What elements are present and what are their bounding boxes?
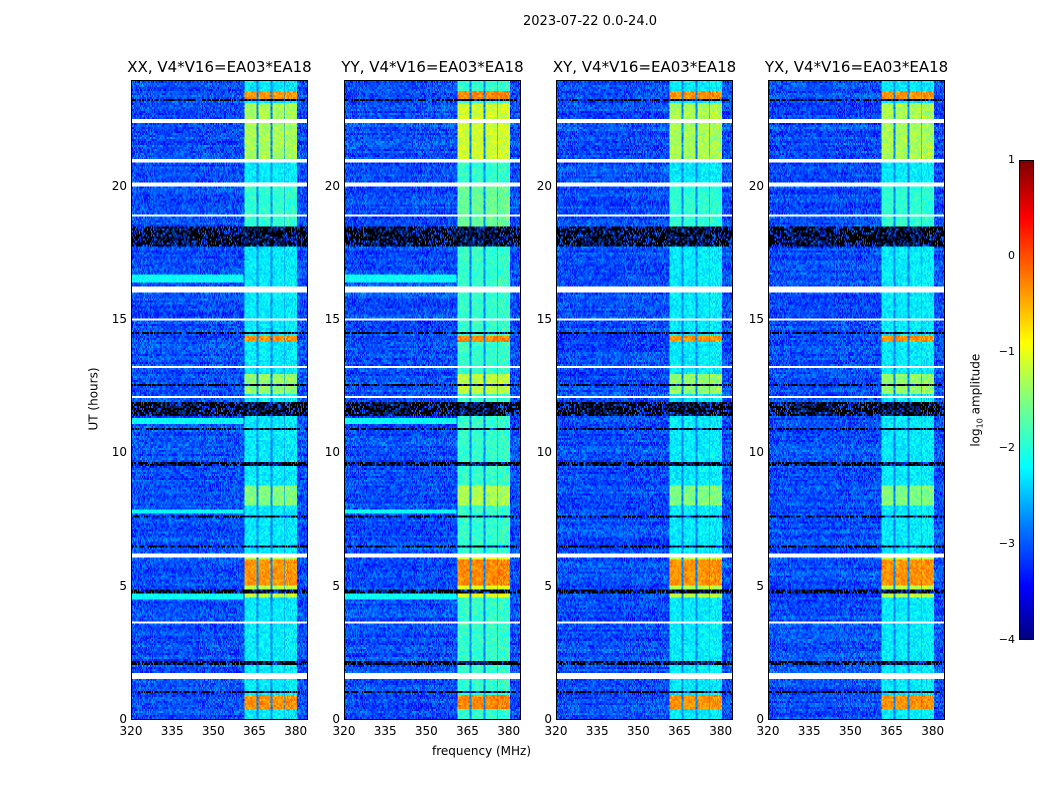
heatmap-panel xyxy=(344,80,521,720)
x-tick-label: 350 xyxy=(626,724,650,738)
y-tick-label: 20 xyxy=(324,178,340,193)
colorbar-tick-label: −1 xyxy=(998,345,1015,358)
y-tick-label: 0 xyxy=(756,712,764,726)
y-tick-label: 15 xyxy=(748,312,764,326)
x-tick-label: 380 xyxy=(497,724,521,738)
panel-title: YX, V4*V16=EA03*EA18 xyxy=(764,58,949,76)
heatmap-image xyxy=(132,81,307,719)
colorbar-tick-label: −3 xyxy=(998,537,1015,550)
colorbar-tick-label: −2 xyxy=(998,441,1015,454)
y-tick-label: 10 xyxy=(748,445,764,460)
heatmap-panel xyxy=(768,80,945,720)
y-tick-label: 5 xyxy=(544,578,552,593)
heatmap-panel xyxy=(556,80,733,720)
y-tick-label: 0 xyxy=(119,712,127,726)
x-tick-label: 365 xyxy=(243,724,266,738)
x-tick-label: 350 xyxy=(414,724,438,738)
x-tick-label: 365 xyxy=(456,724,479,738)
y-tick-label: 10 xyxy=(536,445,552,460)
x-tick-label: 365 xyxy=(880,724,903,738)
heatmap-image xyxy=(557,81,732,719)
x-tick-label: 335 xyxy=(797,724,821,738)
colorbar-label: log10 amplitude xyxy=(968,353,985,447)
y-tick-label: 10 xyxy=(111,445,127,460)
x-tick-label: 335 xyxy=(585,724,609,738)
heatmap-panel xyxy=(131,80,308,720)
x-tick-label: 350 xyxy=(201,724,225,738)
y-tick-label: 15 xyxy=(536,312,552,326)
x-tick-label: 335 xyxy=(373,724,397,738)
heatmap-image xyxy=(769,81,944,719)
y-tick-label: 20 xyxy=(111,178,127,193)
heatmap-image xyxy=(345,81,520,719)
x-tick-label: 320 xyxy=(119,724,143,738)
y-tick-label: 5 xyxy=(332,578,340,593)
y-tick-label: 15 xyxy=(111,312,127,326)
y-tick-label: 15 xyxy=(324,312,340,326)
y-tick-label: 0 xyxy=(332,712,340,726)
x-tick-label: 380 xyxy=(284,724,308,738)
y-tick-label: 20 xyxy=(748,178,764,193)
panel-title: XX, V4*V16=EA03*EA18 xyxy=(127,58,312,76)
panel-title: XY, V4*V16=EA03*EA18 xyxy=(552,58,737,76)
x-tick-label: 320 xyxy=(756,724,780,738)
x-tick-label: 380 xyxy=(709,724,733,738)
x-tick-label: 365 xyxy=(668,724,691,738)
colorbar-tick-label: 0 xyxy=(1008,249,1015,262)
colorbar xyxy=(1019,160,1034,640)
y-tick-label: 5 xyxy=(756,578,764,593)
colorbar-tick-label: −4 xyxy=(998,633,1015,646)
y-axis-label: UT (hours) xyxy=(86,367,101,431)
y-tick-label: 5 xyxy=(119,578,127,593)
x-tick-label: 320 xyxy=(332,724,356,738)
colorbar-tick-label: 1 xyxy=(1008,153,1015,166)
x-axis-label: frequency (MHz) xyxy=(432,744,532,758)
x-tick-label: 350 xyxy=(838,724,862,738)
figure-title: 2023-07-22 0.0-24.0 xyxy=(523,14,657,29)
x-tick-label: 320 xyxy=(544,724,568,738)
y-tick-label: 10 xyxy=(324,445,340,460)
x-tick-label: 335 xyxy=(160,724,184,738)
y-tick-label: 20 xyxy=(536,178,552,193)
x-tick-label: 380 xyxy=(921,724,945,738)
y-tick-label: 0 xyxy=(544,712,552,726)
panel-title: YY, V4*V16=EA03*EA18 xyxy=(341,58,524,76)
